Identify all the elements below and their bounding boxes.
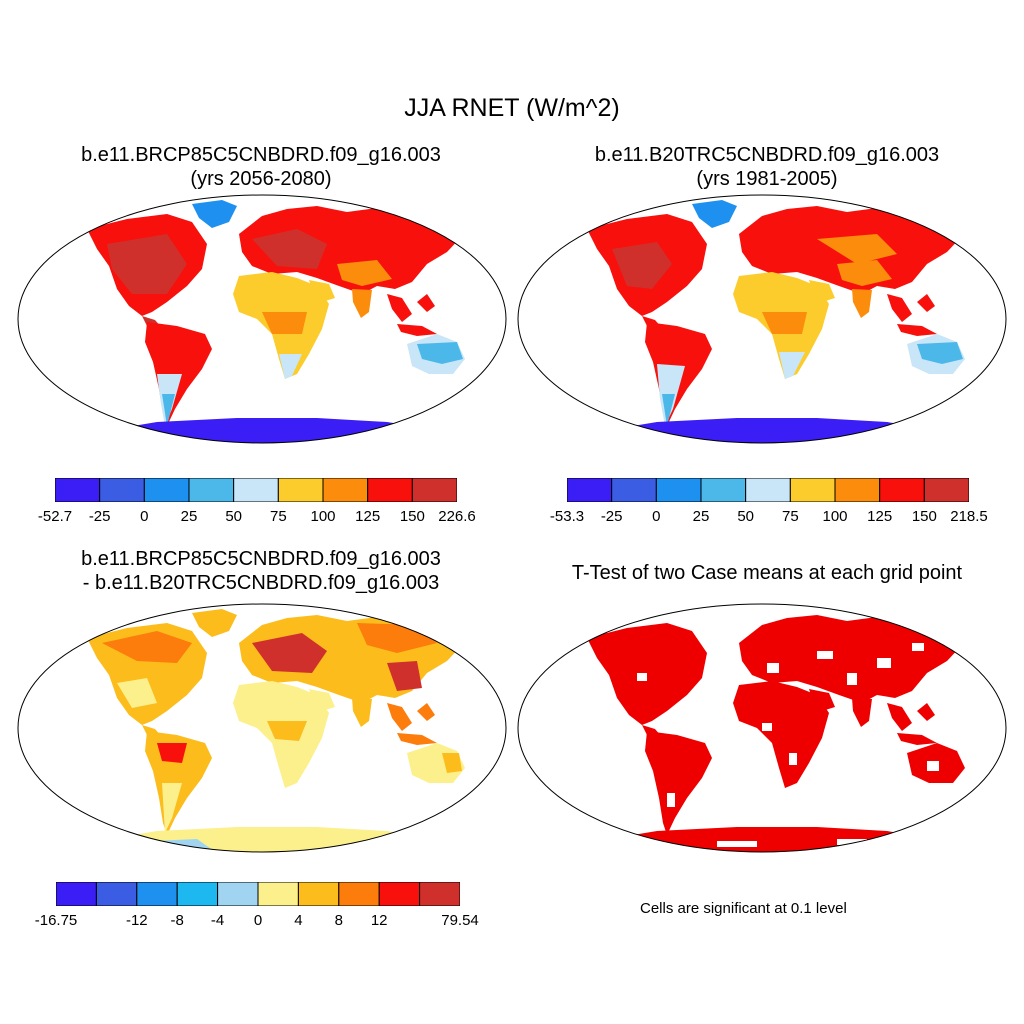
colorbar-tick-label: -52.7 bbox=[37, 508, 73, 525]
map-future bbox=[17, 194, 507, 444]
land-south-america bbox=[645, 731, 712, 835]
colorbar-swatch bbox=[322, 478, 369, 502]
panel-title-line: T-Test of two Case means at each grid po… bbox=[571, 562, 963, 584]
colorbar-swatch bbox=[611, 478, 657, 502]
colorbar-labels-historical: -53.3 -25 0 25 50 75 100 125 150 218.5 bbox=[550, 508, 988, 528]
colorbar-tick-label: 50 bbox=[225, 508, 242, 525]
colorbar-swatch bbox=[378, 882, 421, 906]
colorbar-tick-label: 150 bbox=[911, 508, 937, 525]
colorbar-tick-label: 79.54 bbox=[441, 912, 479, 929]
colorbar-swatch bbox=[143, 478, 190, 502]
colorbar-swatch bbox=[834, 478, 881, 502]
colorbar-swatch bbox=[789, 478, 836, 502]
colorbar-tick-label: 12 bbox=[370, 912, 388, 929]
colorbar-historical bbox=[567, 478, 969, 502]
colorbar-swatch bbox=[367, 478, 413, 502]
panel-title-line: b.e11.B20TRC5CNBDRD.f09_g16.003 bbox=[594, 144, 940, 166]
colorbar-swatch bbox=[99, 478, 145, 502]
colorbar-tick-label: 100 bbox=[822, 508, 848, 525]
colorbar-swatch bbox=[217, 882, 259, 906]
colorbar-swatch bbox=[923, 478, 969, 502]
colorbar-swatch bbox=[745, 478, 791, 502]
panel-title-line: - b.e11.B20TRC5CNBDRD.f09_g16.003 bbox=[82, 572, 440, 594]
colorbar-tick-label: 0 bbox=[140, 508, 149, 525]
colorbar-tick-label: 125 bbox=[355, 508, 381, 525]
colorbar-swatch bbox=[277, 478, 324, 502]
land-antarctica bbox=[97, 827, 437, 852]
colorbar-tick-label: 25 bbox=[180, 508, 198, 525]
significance-note: Cells are significant at 0.1 level bbox=[640, 900, 847, 917]
colorbar-swatch bbox=[338, 882, 380, 906]
colorbar-tick-label: 4 bbox=[294, 912, 303, 929]
panel-title-line: (yrs 1981-2005) bbox=[696, 168, 838, 190]
colorbar-swatch bbox=[419, 882, 460, 906]
colorbar-tick-label: 50 bbox=[737, 508, 754, 525]
land-antarctica bbox=[597, 827, 937, 852]
map-historical bbox=[517, 194, 1007, 444]
colorbar-swatch bbox=[297, 882, 340, 906]
panel-title-ttest: T-Test of two Case means at each grid po… bbox=[522, 561, 1012, 585]
map-difference bbox=[17, 603, 507, 853]
colorbar-tick-label: 125 bbox=[867, 508, 893, 525]
colorbar-swatch bbox=[411, 478, 457, 502]
colorbar-tick-label: 0 bbox=[652, 508, 661, 525]
colorbar-swatch bbox=[188, 478, 235, 502]
colorbar-tick-label: 8 bbox=[334, 912, 343, 929]
colorbar-tick-label: -8 bbox=[170, 912, 184, 929]
colorbar-tick-label: -12 bbox=[125, 912, 148, 929]
colorbar-swatch bbox=[176, 882, 219, 906]
panel-title-future: b.e11.BRCP85C5CNBDRD.f09_g16.003 (yrs 20… bbox=[16, 143, 506, 191]
colorbar-labels-future: -52.7 -25 0 25 50 75 100 125 150 226.6 bbox=[38, 508, 476, 528]
colorbar-tick-label: -4 bbox=[210, 912, 225, 929]
colorbar-swatch bbox=[655, 478, 702, 502]
colorbar-swatch bbox=[56, 882, 97, 906]
colorbar-tick-label: -25 bbox=[88, 508, 111, 525]
colorbar-tick-label: -53.3 bbox=[549, 508, 585, 525]
panel-title-line: (yrs 2056-2080) bbox=[190, 168, 332, 190]
panel-title-historical: b.e11.B20TRC5CNBDRD.f09_g16.003 (yrs 198… bbox=[522, 143, 1012, 191]
land-antarctica bbox=[97, 418, 437, 443]
colorbar-tick-label: 218.5 bbox=[950, 508, 988, 525]
land-greenland bbox=[192, 609, 237, 637]
map-ttest bbox=[517, 603, 1007, 853]
colorbar-labels-difference: -16.75 -12 -8 -4 0 4 8 12 79.54 bbox=[35, 912, 479, 932]
colorbar-tick-label: 150 bbox=[399, 508, 425, 525]
colorbar-difference bbox=[56, 882, 460, 906]
colorbar-future bbox=[55, 478, 457, 502]
colorbar-swatch bbox=[567, 478, 613, 502]
colorbar-tick-label: 100 bbox=[310, 508, 336, 525]
colorbar-tick-label: 226.6 bbox=[438, 508, 476, 525]
colorbar-swatch bbox=[257, 882, 299, 906]
colorbar-swatch bbox=[95, 882, 138, 906]
colorbar-swatch bbox=[233, 478, 279, 502]
panel-title-difference: b.e11.BRCP85C5CNBDRD.f09_g16.003 - b.e11… bbox=[16, 547, 506, 595]
colorbar-tick-label: -25 bbox=[600, 508, 623, 525]
colorbar-tick-label: 75 bbox=[781, 508, 799, 525]
colorbar-tick-label: -16.75 bbox=[34, 912, 78, 929]
colorbar-tick-label: 0 bbox=[253, 912, 263, 929]
panel-title-line: b.e11.BRCP85C5CNBDRD.f09_g16.003 bbox=[81, 548, 441, 570]
colorbar-swatch bbox=[55, 478, 101, 502]
colorbar-swatch bbox=[879, 478, 925, 502]
panel-title-line: b.e11.BRCP85C5CNBDRD.f09_g16.003 bbox=[81, 144, 441, 166]
colorbar-tick-label: 25 bbox=[692, 508, 710, 525]
land-greenland bbox=[692, 200, 737, 228]
colorbar-tick-label: 75 bbox=[269, 508, 287, 525]
colorbar-swatch bbox=[136, 882, 178, 906]
land-antarctica bbox=[597, 418, 937, 443]
figure-title: JJA RNET (W/m^2) bbox=[404, 94, 620, 122]
colorbar-swatch bbox=[700, 478, 747, 502]
land-greenland bbox=[192, 200, 237, 228]
